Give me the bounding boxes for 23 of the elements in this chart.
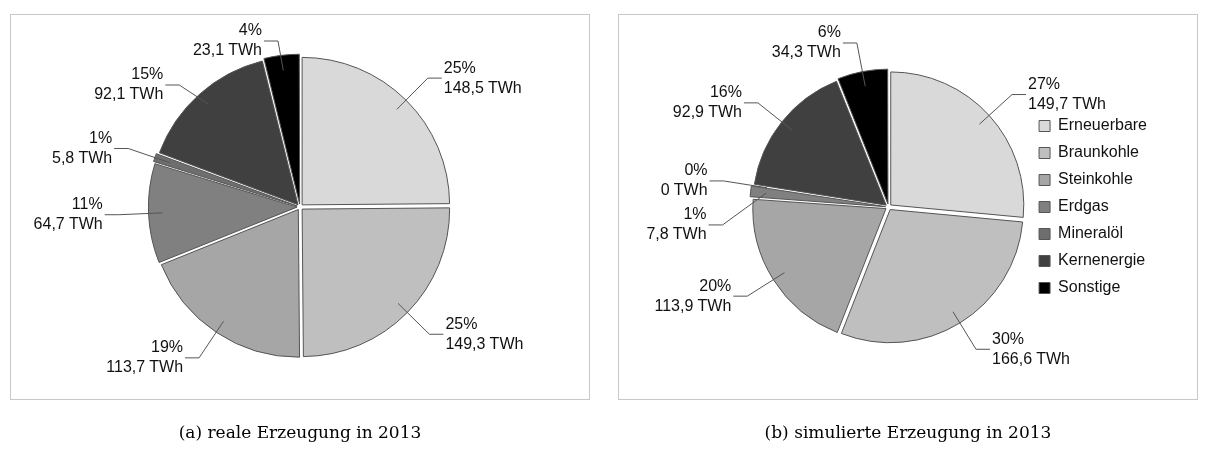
data-label: 25% 149,3 TWh bbox=[445, 314, 524, 352]
data-label: 11% 64,7 TWh bbox=[33, 195, 103, 233]
data-label: 16% 92,9 TWh bbox=[672, 83, 742, 121]
data-label: 6% 34,3 TWh bbox=[771, 23, 841, 61]
text: (b) simulierte Erzeugung in 2013 bbox=[763, 422, 1053, 442]
legend-label: Kernenergie bbox=[1058, 251, 1146, 269]
data-label: 4% 23,1 TWh bbox=[192, 21, 262, 59]
data-label: 19% 113,7 TWh bbox=[106, 338, 184, 376]
data-label: 27% 149,7 TWh bbox=[1028, 74, 1106, 112]
text: 0% 0 TWh bbox=[660, 161, 708, 199]
data-label: 1% 5,8 TWh bbox=[52, 128, 113, 166]
data-label: 25% 148,5 TWh bbox=[443, 58, 522, 96]
legend-label: Erneuerbare bbox=[1058, 116, 1148, 134]
legend-label: Erdgas bbox=[1058, 197, 1109, 215]
legend-label: Sonstige bbox=[1058, 278, 1121, 296]
text: (a) reale Erzeugung in 2013 bbox=[177, 422, 423, 442]
data-label: 1% 7,8 TWh bbox=[646, 205, 707, 243]
legend-label: Braunkohle bbox=[1058, 143, 1140, 161]
legend-label: Steinkohle bbox=[1058, 170, 1133, 188]
data-label: 15% 92,1 TWh bbox=[94, 65, 164, 103]
legend-label: Mineralöl bbox=[1058, 224, 1123, 242]
data-label: 20% 113,9 TWh bbox=[654, 276, 732, 314]
data-label: 30% 166,6 TWh bbox=[992, 329, 1070, 367]
